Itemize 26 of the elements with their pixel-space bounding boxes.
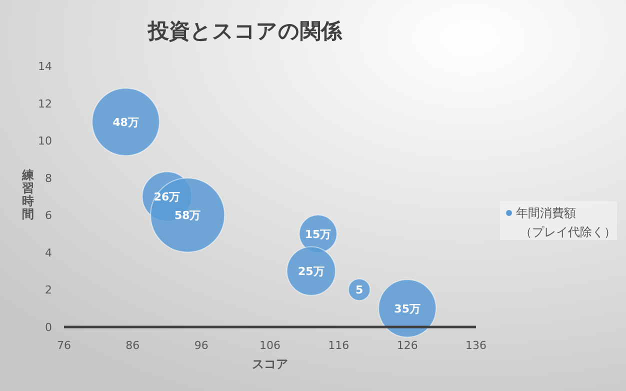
legend-label: 年間消費額（プレイ代除く）	[516, 206, 616, 239]
y-tick-label: 0	[45, 321, 52, 334]
x-tick-label: 126	[396, 339, 418, 352]
chart-title: 投資とスコアの関係	[147, 19, 343, 43]
y-tick-label: 10	[38, 134, 52, 148]
x-tick-label: 116	[328, 339, 350, 352]
data-label: 58万	[174, 209, 201, 222]
y-tick-label: 12	[38, 97, 52, 110]
x-tick-label: 136	[466, 339, 486, 352]
y-axis-title: 練習時間	[21, 168, 35, 221]
y-tick-label: 4	[45, 246, 52, 260]
y-tick-label: 14	[38, 60, 52, 73]
data-label: 5	[355, 284, 364, 297]
data-label: 25万	[298, 265, 324, 278]
data-label: 15万	[304, 228, 332, 241]
y-tick-label: 8	[45, 172, 52, 185]
x-tick-label: 96	[194, 339, 208, 352]
x-tick-label: 76	[57, 339, 71, 352]
x-tick-label: 106	[260, 339, 280, 352]
x-axis-title: スコア	[252, 357, 288, 371]
data-label: 26万	[154, 190, 180, 204]
x-tick-label: 86	[126, 339, 140, 352]
y-tick-label: 6	[45, 209, 52, 222]
data-label: 48万	[112, 116, 139, 129]
data-label: 35万	[394, 302, 420, 316]
y-tick-label: 2	[45, 284, 52, 297]
